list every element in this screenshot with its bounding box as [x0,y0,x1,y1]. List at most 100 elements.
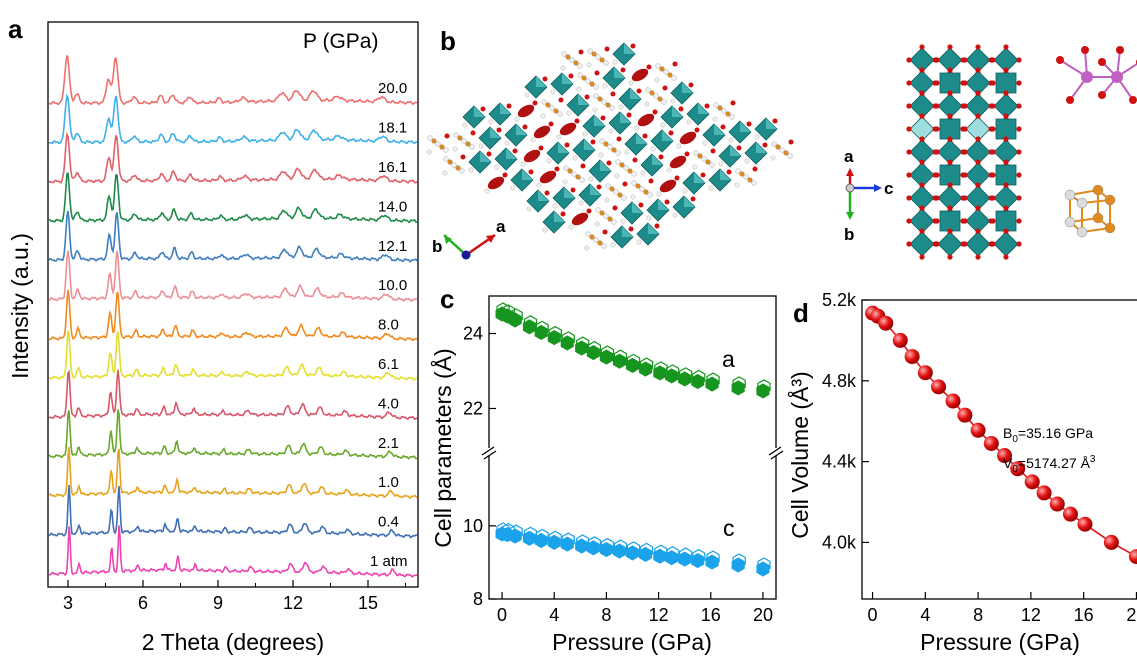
octahedron-face [682,82,693,93]
hydrogen-atom [594,221,600,227]
oxygen-rod [517,104,535,118]
cluster-oxygen [1098,58,1106,66]
linker-atom [469,144,475,150]
hydrogen-atom [734,182,740,188]
xrd-label-1-atm: 1 atm [370,553,408,570]
hydrogen-atom [718,161,724,167]
oxygen-atom [580,163,586,169]
a-xtick-label-3: 3 [63,593,73,613]
oxygen-atom [1016,126,1022,132]
oxygen-atom [620,67,626,73]
d-xtick-label-8: 8 [973,605,983,625]
point-outline-a-15 [692,369,706,386]
hydrogen-atom [462,122,468,128]
linker-atom [787,153,793,159]
polyhedron-square [939,118,961,140]
point-outline-a-12.1 [654,361,668,377]
octahedron-face [662,130,673,141]
point-outline-a-18.1 [732,376,746,392]
xrd-curve-1.0 [48,446,418,500]
linker-atom [599,138,605,144]
xrd-label-10.0: 10.0 [378,277,407,294]
hydrogen-atom [546,158,552,164]
oxygen-atom [975,113,981,119]
point-a-1 [508,312,522,328]
hydrogen-atom [610,242,616,248]
panel-a-y-axis-label: Intensity (a.u.) [7,233,33,379]
oxygen-atom [990,195,996,201]
panel-c-cell-parameters: 0 4 8 12 16 20 8 10 22 24 a c Pressure (GPa) Cell… [429,295,784,655]
octahedron-face [506,148,517,159]
point-c-1 [508,528,522,544]
point-c-14 [678,551,692,567]
hydrogen-atom [644,101,650,107]
oxygen-atom [906,149,912,155]
linker-atom [771,141,777,147]
cube-atom [1092,184,1104,196]
hydrogen-atom [530,137,536,143]
hydrogen-atom [682,188,688,194]
octahedron-face [564,187,575,198]
linker-atom [585,231,591,237]
point-outline-c-18.1 [732,553,746,569]
linker-atom [577,72,583,78]
polyhedron-square [939,210,961,232]
hydrogen-atom [542,227,548,233]
oxygen-atom [574,118,580,124]
point-a-10 [625,357,640,373]
oxygen-atom [906,172,912,178]
axis-break-gap [484,448,494,456]
oxygen-atom [642,133,648,139]
linker-atom [455,165,461,171]
point-outline-c-2.1 [523,526,538,542]
oxygen-atom [934,57,940,63]
linker-atom [597,240,603,246]
oxygen-atom [626,112,632,118]
c-xtick-label-20: 20 [753,605,773,625]
hydrogen-atom [578,200,584,206]
c-ytick-label-22: 22 [463,399,483,419]
oxygen-atom [652,109,658,115]
cluster-oxygen [1116,46,1124,54]
volume-point-5 [931,379,947,395]
xrd-curve-6.1 [48,330,418,381]
hydrogen-atom [568,224,574,230]
oxygen-atom [962,103,968,109]
linker-atom [603,60,609,66]
oxygen-atom [906,241,912,247]
octahedron-face [590,184,601,195]
oxygen-rod [539,170,557,184]
volume-point-11 [1010,461,1026,477]
oxygen-atom [560,211,566,217]
oxygen-atom [962,149,968,155]
oxygen-atom [548,121,554,127]
xrd-curve-2.1 [48,409,418,460]
oxygen-atom [934,149,940,155]
oxygen-atom [678,106,684,112]
xrd-label-8.0: 8.0 [378,317,399,334]
oxygen-atom [947,182,953,188]
oxygen-atom [710,148,716,154]
oxygen-rod [487,176,505,190]
point-outline-a-8 [600,345,615,361]
linker-atom [453,132,459,138]
hydrogen-atom [562,179,568,185]
panel-d-points [865,305,1137,565]
linker-atom [609,105,615,111]
oxygen-atom [975,228,981,234]
hydrogen-atom [640,170,646,176]
hydrogen-atom [614,173,620,179]
oxygen-atom [919,205,925,211]
oxygen-atom [934,80,940,86]
octahedron-face [620,112,631,123]
linker-atom [603,141,609,147]
polyhedron [993,231,1019,257]
octahedron-face [624,43,635,54]
oxygen-atom [990,172,996,178]
axis-arrowhead-b-right [846,212,854,220]
xrd-curve-14.0 [48,171,418,224]
point-outline-c-12.1 [654,544,668,560]
linker-atom [595,207,601,213]
hydrogen-atom [520,161,526,167]
a-xtick-label-12: 12 [283,593,303,613]
